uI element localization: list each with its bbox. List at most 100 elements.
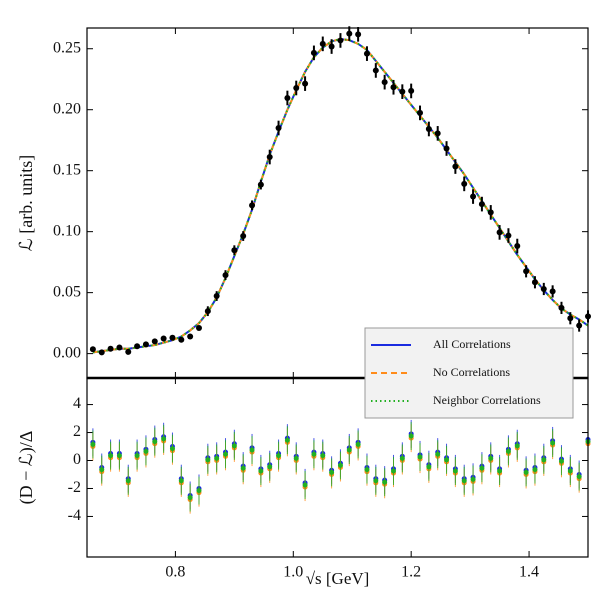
data-point — [107, 345, 114, 352]
residual-point — [435, 451, 441, 457]
x-tick-label: 0.8 — [165, 564, 185, 581]
data-point — [381, 79, 388, 86]
data-point — [116, 344, 123, 351]
residual-point — [178, 478, 184, 484]
curve — [92, 37, 589, 354]
data-point — [417, 109, 424, 116]
legend-box — [364, 327, 574, 419]
data-point — [372, 67, 379, 74]
data-point — [89, 346, 96, 353]
residual-point — [223, 451, 229, 457]
residual-point — [346, 447, 352, 453]
residual-point — [90, 441, 96, 447]
y-tick-label: 0.20 — [53, 100, 81, 117]
residual-point — [532, 467, 538, 473]
residual-point — [311, 451, 317, 457]
y-tick-label: 0.00 — [53, 344, 81, 361]
residual-point — [293, 455, 299, 461]
residual-point — [214, 455, 220, 461]
y-tick-label: 0.25 — [53, 39, 81, 56]
residual-point — [302, 482, 308, 488]
data-point — [399, 88, 406, 95]
data-point — [540, 285, 547, 292]
residual-point — [479, 465, 485, 471]
data-point — [346, 30, 353, 37]
y-tick-label: -4 — [68, 507, 81, 524]
residual-point — [470, 476, 476, 482]
residual-point — [276, 453, 282, 459]
data-point — [328, 43, 335, 50]
data-point — [355, 31, 362, 38]
curve — [92, 37, 589, 354]
data-point — [408, 87, 415, 94]
residual-point — [382, 479, 388, 485]
residual-point — [116, 453, 122, 459]
data-point — [275, 125, 282, 131]
residual-point — [258, 468, 264, 474]
data-point — [293, 85, 300, 91]
data-point — [169, 334, 176, 341]
data-point — [523, 268, 530, 275]
data-point — [514, 243, 521, 250]
data-point — [257, 181, 264, 188]
residual-point — [125, 478, 131, 484]
data-point — [567, 315, 574, 322]
data-point — [160, 335, 167, 342]
y-axis-label: (D − ℒ)/Δ — [16, 431, 37, 505]
x-tick-label: 1.4 — [519, 564, 539, 581]
data-point — [478, 201, 485, 208]
data-point — [249, 202, 256, 209]
curve — [92, 37, 589, 354]
plot-frame — [86, 27, 589, 379]
y-tick-label: 0 — [73, 451, 81, 468]
data-point — [390, 84, 397, 91]
residual-point — [523, 469, 529, 475]
x-axis-label: √s [GeV] — [306, 569, 370, 588]
data-point — [284, 95, 291, 101]
data-point — [531, 279, 538, 286]
y-tick-label: -2 — [68, 479, 81, 496]
data-point — [558, 304, 565, 311]
residual-point — [284, 437, 290, 443]
residual-point — [417, 454, 423, 460]
data-point — [266, 154, 273, 161]
data-point — [425, 125, 432, 132]
residual-point — [550, 440, 556, 446]
residual-point — [169, 446, 175, 452]
y-axis-label: ℒ [arb. units] — [16, 155, 36, 251]
data-point — [187, 333, 194, 340]
data-point — [452, 163, 459, 170]
data-point — [337, 37, 344, 44]
residual-point — [452, 468, 458, 474]
legend-label: All Correlations — [433, 337, 511, 351]
residual-point — [99, 467, 105, 473]
residual-point — [576, 474, 582, 480]
residual-point — [541, 457, 547, 463]
residual-point — [152, 439, 158, 445]
y-tick-label: 0.10 — [53, 222, 81, 239]
data-point — [231, 247, 238, 254]
y-tick-label: 4 — [73, 395, 81, 412]
residual-point — [187, 495, 193, 501]
data-point — [125, 348, 132, 355]
residual-point — [143, 448, 149, 454]
residual-point — [497, 468, 503, 474]
residual-point — [373, 478, 379, 484]
x-tick-label: 1.2 — [401, 564, 421, 581]
residual-point — [161, 436, 167, 442]
residual-point — [320, 453, 326, 459]
residual-point — [399, 455, 405, 461]
data-point — [487, 209, 494, 216]
data-point — [576, 322, 583, 329]
data-point — [496, 229, 503, 236]
data-point — [443, 145, 450, 152]
data-point — [222, 272, 229, 279]
data-point — [549, 288, 556, 295]
y-tick-label: 2 — [73, 423, 81, 440]
residual-point — [514, 443, 520, 449]
legend-label: No Correlations — [433, 365, 510, 379]
data-point — [302, 80, 309, 87]
data-point — [505, 232, 512, 239]
residual-point — [329, 469, 335, 475]
